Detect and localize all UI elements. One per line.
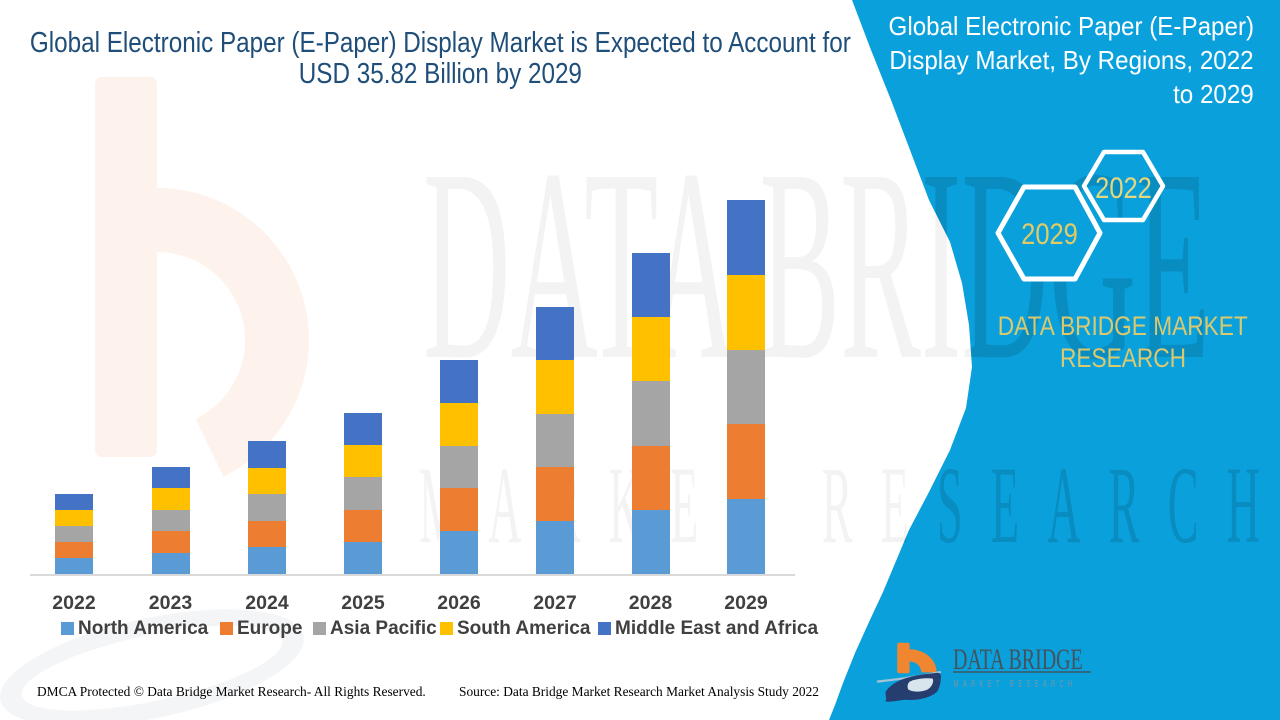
- svg-text:DATA BRIDGE: DATA BRIDGE: [953, 642, 1083, 676]
- svg-text:2029: 2029: [1021, 217, 1078, 250]
- svg-text:MARKET RESEARCH: MARKET RESEARCH: [954, 678, 1077, 689]
- svg-text:2022: 2022: [1095, 171, 1152, 204]
